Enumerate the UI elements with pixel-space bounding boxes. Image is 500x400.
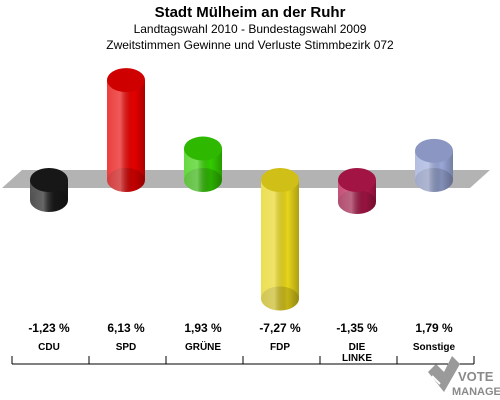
value-label-spd: 6,13 % [107, 321, 145, 335]
bar-sonstige [415, 138, 453, 192]
chart-subtitle-election: Landtagswahl 2010 - Bundestagswahl 2009 [133, 22, 367, 36]
chart-title: Stadt Mülheim an der Ruhr [154, 4, 346, 21]
bar-top-cdu [30, 168, 68, 192]
bar-top-fdp [261, 168, 299, 192]
bar-top-gruene [184, 136, 222, 161]
category-label-cdu: CDU [38, 342, 60, 353]
vote-manager-logo: VOTE MANAGER [428, 356, 500, 398]
value-label-sonstige: 1,79 % [415, 321, 453, 335]
bar-spd [107, 68, 145, 192]
bar-bottom-shade-die-linke [338, 190, 376, 215]
logo-text-vote: VOTE [458, 369, 494, 384]
bar-shading-spd [107, 80, 145, 180]
chart-subtitle-district: Zweitstimmen Gewinne und Verluste Stimmb… [106, 38, 394, 52]
value-label-die-linke: -1,35 % [336, 321, 378, 335]
checkmark-icon [428, 356, 460, 392]
value-label-fdp: -7,27 % [259, 321, 301, 335]
logo-text-manager: MANAGER [452, 386, 500, 398]
category-label-spd: SPD [116, 342, 137, 353]
value-label-gruene: 1,93 % [184, 321, 222, 335]
value-label-cdu: -1,23 % [28, 321, 70, 335]
bar-bottom-shade-gruene [184, 168, 222, 192]
category-label-die-linke: DIE LINKE [342, 342, 372, 364]
bar-fdp [261, 168, 299, 311]
category-label-gruene: GRÜNE [185, 340, 221, 353]
bar-die-linke [338, 168, 376, 215]
bar-bottom-shade-fdp [261, 286, 299, 311]
bar-gruene [184, 136, 222, 192]
bar-cdu [30, 168, 68, 213]
bar-bottom-shade-sonstige [415, 168, 453, 192]
bar-bottom-shade-cdu [30, 188, 68, 213]
category-label-sonstige: Sonstige [413, 342, 456, 353]
bar-top-sonstige [415, 138, 453, 163]
bar-top-spd [107, 68, 145, 93]
bar-shading-fdp [261, 180, 299, 299]
bar-top-die-linke [338, 168, 376, 192]
bar-bottom-shade-spd [107, 168, 145, 192]
category-label-fdp: FDP [270, 342, 290, 353]
